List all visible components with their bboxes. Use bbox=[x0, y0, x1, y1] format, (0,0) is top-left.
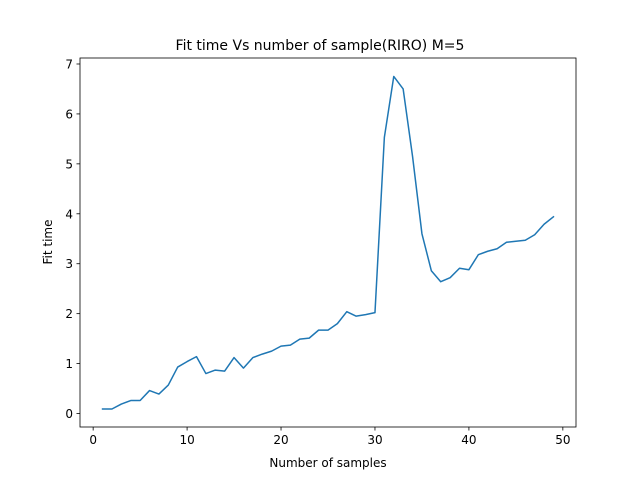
y-tick-label-2: 2 bbox=[65, 307, 73, 321]
x-tick-label-2: 20 bbox=[273, 433, 288, 447]
y-tick-label-6: 6 bbox=[65, 107, 73, 121]
x-tick-label-1: 10 bbox=[179, 433, 194, 447]
y-tick-label-0: 0 bbox=[65, 407, 73, 421]
y-tick-label-4: 4 bbox=[65, 207, 73, 221]
y-tick-label-7: 7 bbox=[65, 57, 73, 71]
x-tick-label-5: 50 bbox=[555, 433, 570, 447]
x-axis-label: Number of samples bbox=[269, 456, 386, 470]
plot-area: 0 10 20 30 40 50 0 1 2 3 4 5 6 7 bbox=[65, 57, 577, 447]
y-axis-label: Fit time bbox=[41, 220, 55, 265]
x-tick-label-3: 30 bbox=[367, 433, 382, 447]
x-tick-label-4: 40 bbox=[461, 433, 476, 447]
chart-title: Fit time Vs number of sample(RIRO) M=5 bbox=[176, 38, 465, 54]
series-line-0 bbox=[101, 75, 555, 410]
y-tick-label-5: 5 bbox=[65, 157, 73, 171]
x-tick-label-0: 0 bbox=[89, 433, 97, 447]
y-tick-label-1: 1 bbox=[65, 357, 73, 371]
axes-frame bbox=[79, 57, 577, 428]
y-tick-label-3: 3 bbox=[65, 257, 73, 271]
